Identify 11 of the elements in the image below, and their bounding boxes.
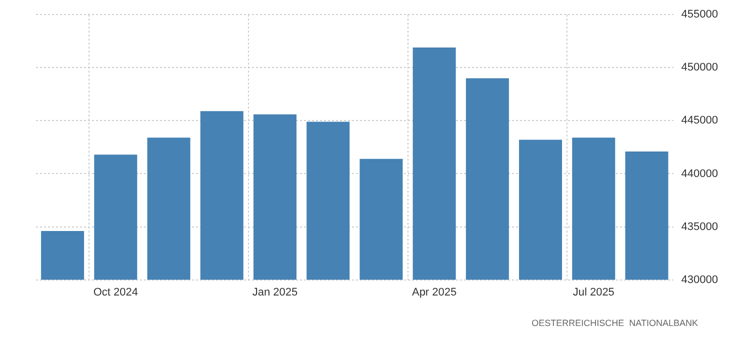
x-tick-label: Jan 2025 <box>252 286 298 298</box>
y-tick-label: 430000 <box>681 274 718 286</box>
text: OESTERREICHISCHE NATIONALBANK <box>532 318 698 328</box>
y-tick-label: 440000 <box>681 168 718 180</box>
x-tick-label: Oct 2024 <box>93 286 138 298</box>
y-tick-label: 445000 <box>681 114 718 127</box>
x-tick-label: Jul 2025 <box>572 286 614 298</box>
x-tick-label: Apr 2025 <box>412 286 457 298</box>
y-tick-label: 455000 <box>681 8 718 21</box>
y-tick-label: 450000 <box>681 62 718 74</box>
y-tick-label: 435000 <box>681 220 718 233</box>
